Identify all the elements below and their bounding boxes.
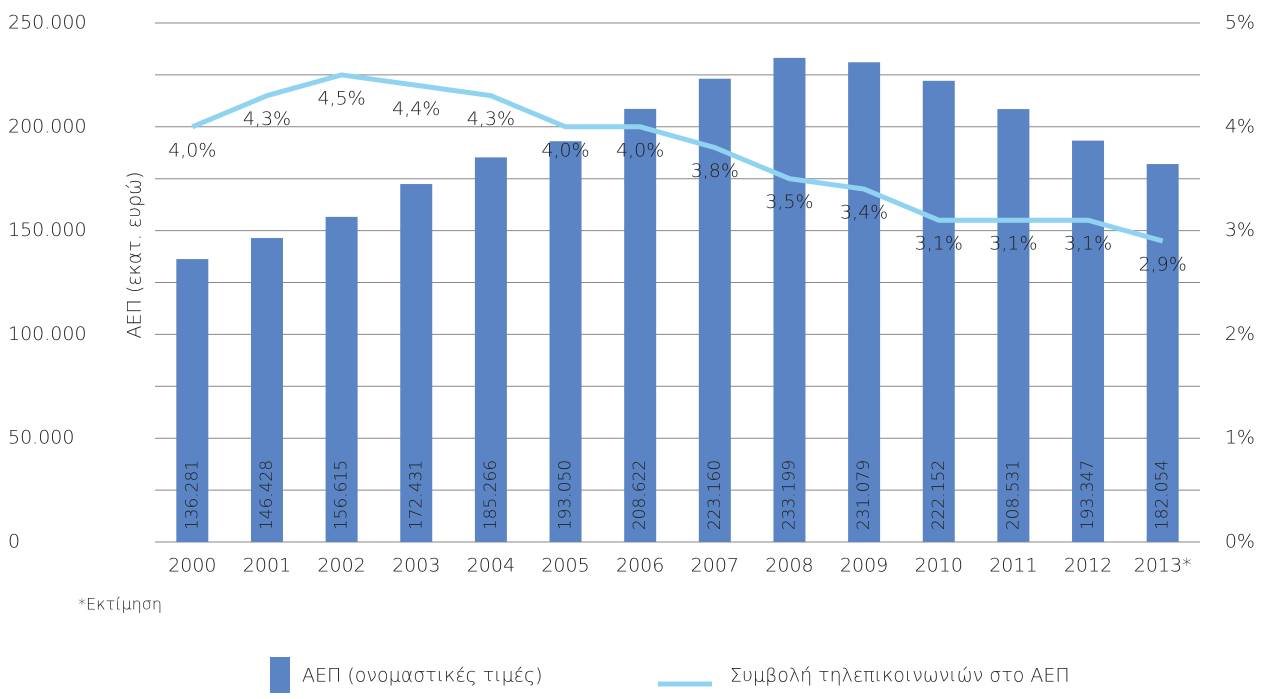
bar: [698, 78, 731, 542]
y-axis-label: ΑΕΠ (εκατ. ευρώ): [124, 172, 146, 339]
bar: [624, 108, 657, 542]
bar-value-label: 182.054: [1153, 460, 1173, 530]
bar: [325, 216, 358, 543]
bar: [250, 238, 283, 542]
line-value-label: 3,1%: [1064, 233, 1112, 255]
legend-swatch: [270, 657, 290, 693]
x-tick-label: 2011: [989, 555, 1037, 577]
bar: [1146, 164, 1179, 542]
x-tick-label: 2006: [616, 555, 664, 577]
y2-tick-label: 2%: [1225, 323, 1255, 345]
bar-value-label: 136.281: [182, 460, 202, 530]
legend-label: Συμβολή τηλεπικοινωνιών στο ΑΕΠ: [730, 665, 1070, 687]
bar: [400, 184, 433, 542]
bar: [997, 109, 1030, 542]
y-tick-label: 200.000: [8, 115, 87, 137]
x-tick-label: 2002: [317, 555, 365, 577]
bar-value-label: 231.079: [854, 460, 874, 530]
line-value-label: 2,9%: [1139, 253, 1187, 275]
y-tick-label: 250.000: [8, 12, 87, 34]
bar-value-label: 208.622: [630, 460, 650, 530]
line-value-label: 3,1%: [915, 233, 963, 255]
bar: [549, 141, 582, 542]
x-tick-label: 2012: [1064, 555, 1112, 577]
bar: [848, 62, 881, 542]
x-tick-label: 2001: [243, 555, 291, 577]
bar: [922, 80, 955, 543]
x-tick-label: 2009: [840, 555, 888, 577]
x-tick-label: 2010: [915, 555, 963, 577]
bar: [176, 259, 209, 542]
bar-value-label: 146.428: [257, 460, 277, 530]
y2-tick-label: 0%: [1225, 531, 1255, 553]
bar-value-label: 222.152: [929, 460, 949, 530]
bar: [474, 157, 507, 542]
bar-value-label: 156.615: [332, 460, 352, 530]
line-value-label: 4,3%: [243, 108, 291, 130]
bar-value-label: 233.199: [779, 460, 799, 530]
line-value-label: 4,3%: [467, 108, 515, 130]
x-tick-label: 2005: [541, 555, 589, 577]
line-value-label: 3,5%: [765, 191, 813, 213]
x-tick-label: 2004: [467, 555, 515, 577]
line-value-label: 3,4%: [840, 202, 888, 224]
line-value-label: 4,0%: [616, 139, 664, 161]
y2-tick-label: 1%: [1225, 427, 1255, 449]
y-tick-label: 0: [8, 531, 20, 553]
bar-value-label: 193.050: [556, 460, 576, 530]
bar: [1072, 140, 1105, 542]
bar-value-label: 223.160: [705, 460, 725, 530]
y-tick-label: 100.000: [8, 323, 87, 345]
bar-value-label: 208.531: [1003, 460, 1023, 530]
line-value-label: 4,0%: [168, 139, 216, 161]
x-tick-label: 2008: [765, 555, 813, 577]
bar-value-label: 193.347: [1078, 460, 1098, 530]
x-tick-label: 2000: [168, 555, 216, 577]
line-value-label: 4,5%: [317, 87, 365, 109]
y2-tick-label: 3%: [1225, 219, 1255, 241]
line-value-label: 3,8%: [691, 160, 739, 182]
bar-value-label: 185.266: [481, 460, 501, 530]
bar-value-label: 172.431: [406, 460, 426, 530]
y2-tick-label: 5%: [1225, 12, 1255, 34]
footnote: *Εκτίμηση: [78, 595, 162, 614]
line-value-label: 3,1%: [989, 233, 1037, 255]
y-tick-label: 50.000: [8, 427, 74, 449]
line: [191, 72, 1164, 244]
legend-label: ΑΕΠ (ονομαστικές τιμές): [302, 665, 543, 687]
x-tick-label: 2003: [392, 555, 440, 577]
x-tick-label: 2007: [691, 555, 739, 577]
x-tick-label: 2013*: [1134, 555, 1192, 577]
y2-tick-label: 4%: [1225, 115, 1255, 137]
line-value-label: 4,4%: [392, 98, 440, 120]
line-value-label: 4,0%: [541, 139, 589, 161]
y-tick-label: 150.000: [8, 219, 87, 241]
bar: [773, 57, 806, 542]
